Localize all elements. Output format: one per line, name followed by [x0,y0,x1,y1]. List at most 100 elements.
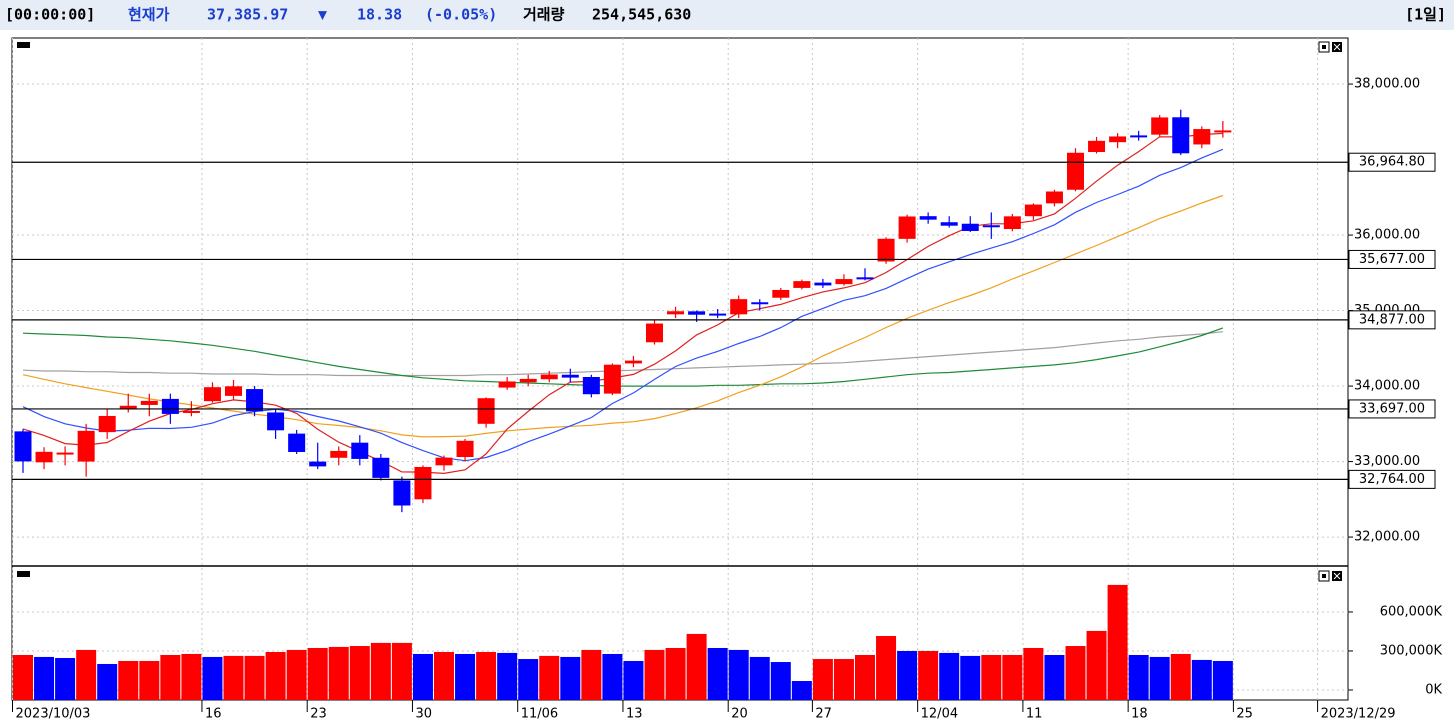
candle-body [14,431,32,462]
volume-bar [1023,647,1044,700]
moving-average-line [22,331,1223,377]
moving-average-line [22,132,1223,475]
candle-body [1151,117,1169,135]
volume-bar [1128,655,1149,700]
candle-body [835,279,853,285]
candle-body [814,282,832,286]
candle-body [793,281,811,288]
volume-bar [223,655,244,700]
volume-bar [855,655,875,700]
volume-bar [1086,630,1107,700]
candle-body [961,223,979,231]
volume-bar [13,655,33,700]
volume-bar [455,653,476,700]
volume: 254,545,630 [592,6,691,24]
volume-bar [181,653,202,700]
volume-bar [160,655,181,700]
candle-body [330,450,348,458]
volume-bar [1107,584,1128,700]
candle-body [1214,130,1232,133]
x-tick-label: 25 [1236,707,1253,722]
change: 18.38 [357,6,402,24]
level-label-box [1348,469,1436,489]
candle-body [730,299,748,315]
candle-body [1003,216,1021,230]
volume-bar [644,649,665,700]
y-tick-label: 34,000.00 [1354,379,1420,394]
x-tick-label: 20 [731,707,748,722]
price: 37,385.97 [207,6,288,24]
candle-body [1045,191,1063,204]
volume-bar [623,660,644,700]
y-tick-label: 600,000K [1380,604,1443,619]
volume-bar [244,655,265,700]
candle-body [603,364,621,394]
level-label-box [1348,152,1436,172]
candle-body [898,216,916,239]
volume-bar [665,647,686,700]
y-tick-label: 300,000K [1380,643,1443,658]
volume-bar [897,650,918,700]
volume-bar [139,660,160,700]
candle-body [393,480,411,506]
candle-body [561,374,579,378]
volume-bar [1044,655,1065,700]
candle-body [540,374,558,380]
volume-bar [265,652,286,700]
level-label: 32,764.00 [1359,472,1425,487]
close-icon [1333,572,1341,580]
x-tick-label: 27 [815,707,832,722]
candle-body [940,222,958,226]
change-pct: (-0.05%) [425,6,497,24]
period[interactable]: [1일] [1405,6,1446,24]
y-tick-label: 32,000.00 [1354,530,1420,545]
volume-bar [981,655,1002,700]
volume-bar [1170,653,1191,700]
candle-body [225,386,242,396]
volume-bar [939,652,960,700]
volume-bar [349,646,370,700]
level-label: 36,964.80 [1359,155,1425,170]
candle-body [982,225,1000,228]
candle-body [56,452,74,455]
candle-body [1067,152,1084,190]
x-tick-label: 16 [205,707,222,722]
volume-bar [602,653,623,700]
candle-body [456,440,474,458]
panel-icon[interactable] [17,42,30,48]
x-tick-label: 2023/10/03 [16,707,91,722]
panel-buttons[interactable] [1318,41,1342,582]
candle-body [203,387,221,402]
volume-bar [434,652,454,700]
volume-bar [686,633,707,700]
volume-bar [812,659,833,700]
time: [00:00:00] [5,6,95,24]
moving-average-line [22,148,1224,462]
candle-body [667,311,685,315]
candle-body [35,451,53,463]
candle-body [1172,117,1190,154]
volume-bar [560,656,581,700]
candle-body [77,430,95,462]
candle-body [856,277,874,280]
maximize-icon [1322,45,1326,49]
candle-body [1193,129,1211,145]
candle-body [919,216,937,220]
volume-bar [391,642,412,700]
volume-bar [581,649,602,700]
volume-bar [749,656,770,700]
volume-label: 거래량 [523,6,565,24]
candle-body [246,389,264,412]
volume-bar [833,659,854,700]
volume-bar [412,653,433,700]
x-tick-label: 30 [415,707,432,722]
volume-bar [76,649,97,700]
volume-bar [55,657,76,700]
panel-icon[interactable] [17,571,30,577]
x-tick-label: 2023/12/29 [1321,707,1396,722]
candle-body [498,381,516,388]
candle-body [119,405,137,409]
candle-body [182,410,200,413]
